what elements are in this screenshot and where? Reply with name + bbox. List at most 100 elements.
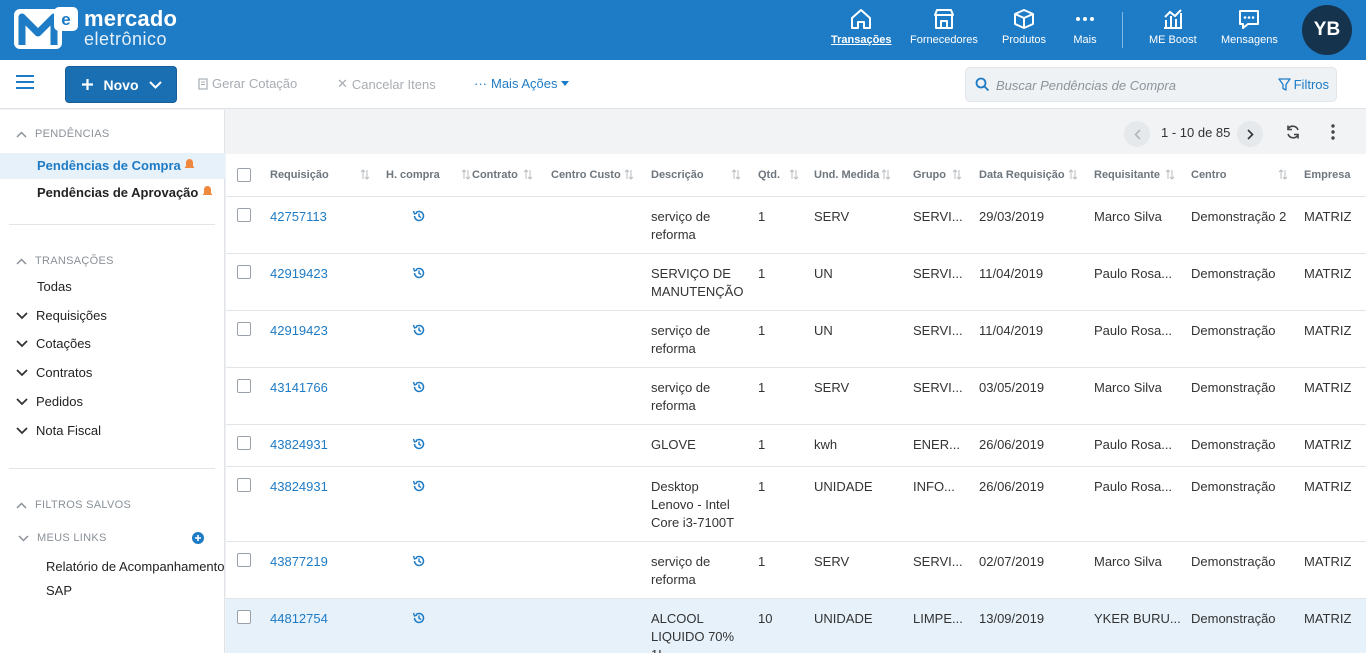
sort-icon[interactable] — [624, 168, 634, 183]
table-row[interactable]: 44812754 ALCOOL LIQUIDO 70% 1L 10 UNIDADE LI… — [226, 599, 1366, 653]
nav-produtos[interactable]: Produtos — [1002, 6, 1046, 46]
nav-transacoes[interactable]: Transações — [831, 6, 892, 46]
next-page-button[interactable] — [1237, 121, 1263, 147]
caret-down-icon — [561, 80, 570, 86]
pendencias-table: Requisição H. compra Contrato Centro Custo D… — [226, 154, 1366, 653]
select-all-checkbox[interactable] — [237, 168, 251, 182]
history-icon[interactable] — [412, 323, 426, 340]
mais-acoes-button[interactable]: ··· Mais Ações — [474, 76, 570, 91]
row-checkbox[interactable] — [237, 379, 251, 393]
section-pendencias[interactable]: PENDÊNCIAS — [16, 128, 110, 140]
column-header[interactable]: Contrato — [472, 169, 518, 181]
sort-icon[interactable] — [360, 168, 370, 183]
menu-icon[interactable] — [16, 75, 34, 91]
sort-icon[interactable] — [1068, 168, 1078, 183]
saved-link-relatorio-line2[interactable]: SAP — [46, 583, 73, 598]
section-transacoes[interactable]: TRANSAÇÕES — [16, 255, 114, 267]
column-header[interactable]: Data Requisição — [979, 169, 1065, 181]
cell-centro: Demonstração — [1191, 266, 1276, 281]
search-input[interactable] — [996, 74, 1266, 96]
sort-icon[interactable] — [952, 168, 962, 183]
sort-icon[interactable] — [461, 168, 471, 183]
chevron-down-icon — [16, 311, 28, 319]
user-avatar[interactable]: YB — [1302, 5, 1352, 55]
table-row[interactable]: 42919423 serviço de reforma 1 UN SERVI... 11/… — [226, 311, 1366, 368]
cell-req[interactable]: 43824931 — [270, 479, 328, 494]
row-checkbox[interactable] — [237, 208, 251, 222]
section-label: PENDÊNCIAS — [35, 128, 110, 140]
cell-req[interactable]: 42919423 — [270, 266, 328, 281]
sidebar-item-pedidos[interactable]: Pedidos — [16, 394, 83, 409]
table-row[interactable]: 43141766 serviço de reforma 1 SERV SERVI... 0… — [226, 368, 1366, 425]
cell-req[interactable]: 44812754 — [270, 611, 328, 626]
row-checkbox[interactable] — [237, 610, 251, 624]
table-row[interactable]: 43824931 Desktop Lenovo - Intel Core i3-7… — [226, 467, 1366, 542]
sidebar-item-cotacoes[interactable]: Cotações — [16, 336, 91, 351]
sort-icon[interactable] — [523, 168, 533, 183]
cell-und: SERV — [814, 554, 850, 569]
row-checkbox[interactable] — [237, 478, 251, 492]
nav-mais[interactable]: Mais — [1072, 6, 1098, 46]
cell-grupo: SERVI... — [913, 380, 963, 395]
prev-page-button[interactable] — [1124, 121, 1150, 147]
cancelar-itens-button[interactable]: ✕ Cancelar Itens — [337, 76, 436, 92]
sort-icon[interactable] — [881, 168, 891, 183]
row-checkbox[interactable] — [237, 265, 251, 279]
history-icon[interactable] — [412, 437, 426, 454]
column-header[interactable]: Requisição — [270, 169, 329, 181]
sidebar-item-pendencias-compra[interactable]: Pendências de Compra — [37, 158, 195, 173]
nav-me-boost[interactable]: ME Boost — [1149, 6, 1197, 46]
table-row[interactable]: 43824931 GLOVE 1 kwh ENER... 26/06/2019 Paulo … — [226, 425, 1366, 467]
row-checkbox[interactable] — [237, 322, 251, 336]
nav-label: Transações — [831, 34, 892, 46]
brand-logo[interactable]: e mercado eletrônico — [14, 7, 177, 51]
more-vertical-icon[interactable] — [1331, 124, 1335, 140]
table-row[interactable]: 42919423 SERVIÇO DE MANUTENÇÃO 1 UN SERVI...… — [226, 254, 1366, 311]
add-link-icon[interactable] — [192, 532, 204, 544]
gerar-cotacao-button[interactable]: Gerar Cotação — [198, 76, 297, 91]
sort-icon[interactable] — [731, 168, 741, 183]
column-header[interactable]: Empresa — [1304, 169, 1351, 181]
cell-req[interactable]: 42757113 — [270, 209, 327, 224]
column-header[interactable]: Descrição — [651, 169, 704, 181]
column-header[interactable]: H. compra — [386, 169, 440, 181]
cell-req[interactable]: 43141766 — [270, 380, 328, 395]
sort-icon[interactable] — [1165, 168, 1175, 183]
column-header[interactable]: Centro — [1191, 169, 1227, 181]
sidebar-item-requisicoes[interactable]: Requisições — [16, 308, 107, 323]
cell-requisitante: Paulo Rosa... — [1094, 323, 1173, 338]
sort-icon[interactable] — [789, 168, 799, 183]
table-row[interactable]: 43877219 serviço de reforma 1 SERV SERVI... 0… — [226, 542, 1366, 599]
sort-icon[interactable] — [1278, 168, 1288, 183]
row-checkbox[interactable] — [237, 436, 251, 450]
history-icon[interactable] — [412, 380, 426, 397]
sidebar-item-contratos[interactable]: Contratos — [16, 365, 92, 380]
nav-mensagens[interactable]: Mensagens — [1221, 6, 1278, 46]
section-filtros-salvos[interactable]: FILTROS SALVOS — [16, 499, 131, 511]
cell-req[interactable]: 43877219 — [270, 554, 328, 569]
saved-link-relatorio-line1[interactable]: Relatório de Acompanhamento — [46, 559, 225, 574]
history-icon[interactable] — [412, 611, 426, 628]
column-header[interactable]: Qtd. — [758, 169, 780, 181]
table-row[interactable]: 42757113 serviço de reforma 1 SERV SERVI... 2… — [226, 197, 1366, 254]
nav-fornecedores[interactable]: Fornecedores — [910, 6, 978, 46]
sidebar-item-nota-fiscal[interactable]: Nota Fiscal — [16, 423, 101, 438]
cell-data: 03/05/2019 — [979, 380, 1045, 395]
sidebar-item-todas[interactable]: Todas — [37, 279, 72, 294]
section-meus-links[interactable]: MEUS LINKS — [18, 532, 107, 544]
novo-button[interactable]: Novo — [65, 66, 177, 103]
filtros-button[interactable]: Filtros — [1277, 77, 1329, 92]
cell-req[interactable]: 43824931 — [270, 437, 328, 452]
column-header[interactable]: Und. Medida — [814, 169, 880, 181]
history-icon[interactable] — [412, 209, 426, 226]
history-icon[interactable] — [412, 266, 426, 283]
sidebar-item-pendencias-aprovacao[interactable]: Pendências de Aprovação — [37, 185, 213, 200]
row-checkbox[interactable] — [237, 553, 251, 567]
column-header[interactable]: Requisitante — [1094, 169, 1161, 181]
history-icon[interactable] — [412, 554, 426, 571]
history-icon[interactable] — [412, 479, 426, 496]
refresh-icon[interactable] — [1285, 124, 1301, 140]
column-header[interactable]: Centro Custo — [551, 169, 621, 181]
cell-req[interactable]: 42919423 — [270, 323, 328, 338]
column-header[interactable]: Grupo — [913, 169, 946, 181]
